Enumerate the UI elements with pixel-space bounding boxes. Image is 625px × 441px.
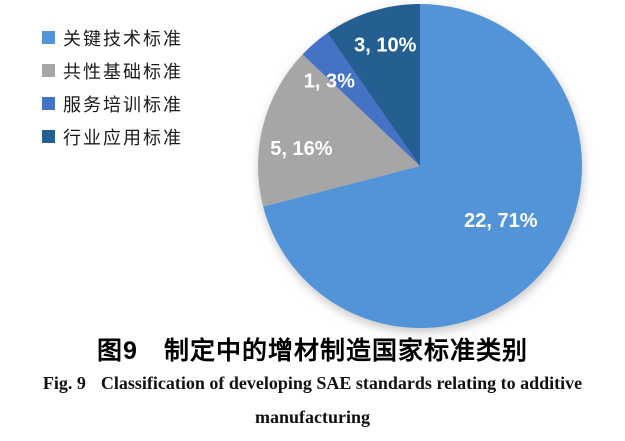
pie-slice-4 xyxy=(327,4,420,166)
figure-number: Fig. 9 xyxy=(42,373,86,393)
pie-slice-label-2: 5, 16% xyxy=(270,138,332,160)
pie-slice-label-1: 22, 71% xyxy=(464,210,538,232)
pie-slice-3 xyxy=(302,33,420,166)
caption-english-line1: Fig. 9 Classification of developing SAE s… xyxy=(0,373,625,394)
legend-swatch-icon xyxy=(42,97,55,110)
legend-label: 行业应用标准 xyxy=(63,127,183,148)
caption-english-text: Classification of developing SAE standar… xyxy=(100,373,583,393)
pie-slice-1 xyxy=(263,4,582,328)
pie-slice-label-3: 1, 3% xyxy=(304,70,355,92)
legend-item-4: 行业应用标准 xyxy=(42,120,183,153)
pie-slice-2 xyxy=(257,54,420,207)
legend-item-2: 共性基础标准 xyxy=(42,54,183,87)
caption-english-line2: manufacturing xyxy=(254,407,370,427)
legend-item-1: 关键技术标准 xyxy=(42,21,183,54)
legend-swatch-icon xyxy=(42,130,55,143)
caption-chinese: 图9 制定中的增材制造国家标准类别 xyxy=(97,337,528,365)
legend-item-3: 服务培训标准 xyxy=(42,87,183,120)
legend-swatch-icon xyxy=(42,64,55,77)
chart-legend: 关键技术标准 共性基础标准 服务培训标准 行业应用标准 xyxy=(42,21,183,153)
pie-slice-label-4: 3, 10% xyxy=(354,35,416,57)
legend-label: 服务培训标准 xyxy=(63,94,183,115)
legend-label: 共性基础标准 xyxy=(63,61,183,82)
legend-label: 关键技术标准 xyxy=(63,28,183,49)
legend-swatch-icon xyxy=(42,31,55,44)
